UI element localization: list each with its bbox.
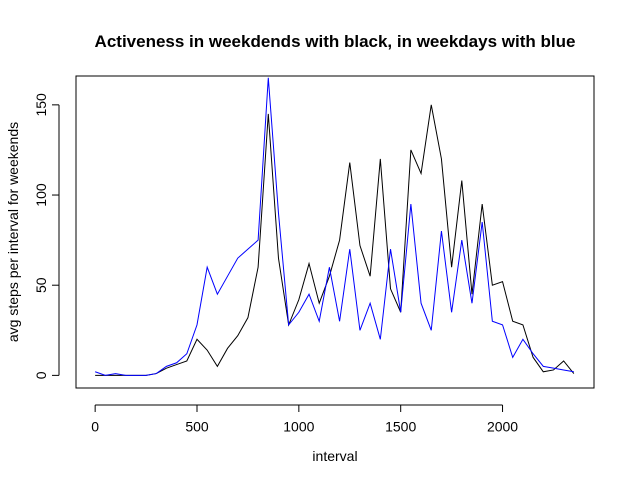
chart-title: Activeness in weekdends with black, in w… — [95, 32, 576, 51]
x-tick-label: 500 — [185, 419, 209, 435]
y-tick-label: 150 — [33, 93, 49, 117]
x-tick-label: 2000 — [487, 419, 518, 435]
x-tick-label: 1500 — [385, 419, 416, 435]
y-tick-label: 100 — [33, 183, 49, 207]
y-axis-label: avg steps per interval for weekends — [5, 122, 21, 342]
x-tick-label: 1000 — [283, 419, 314, 435]
plot-area — [94, 77, 575, 376]
x-axis-label: interval — [312, 448, 357, 464]
data-line — [94, 77, 574, 376]
y-tick-label: 50 — [33, 277, 49, 293]
data-line — [95, 104, 575, 376]
y-tick-label: 0 — [33, 371, 49, 379]
plot-box — [75, 75, 595, 389]
x-tick-label: 0 — [91, 419, 99, 435]
